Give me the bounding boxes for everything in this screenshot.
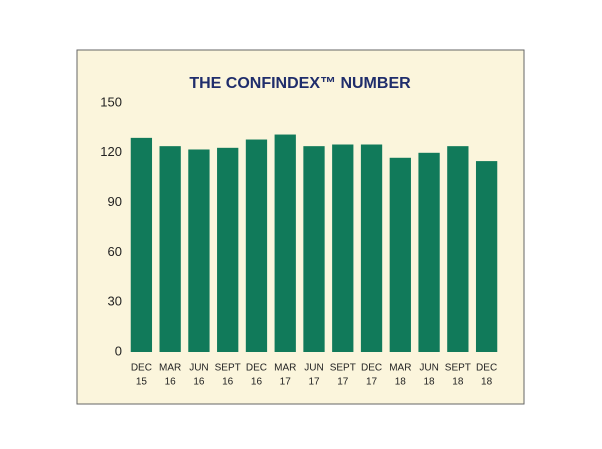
bar <box>188 149 210 352</box>
y-tick-label: 90 <box>108 194 122 209</box>
x-tick-label: 16 <box>251 377 263 388</box>
x-tick-label: 15 <box>136 377 148 388</box>
bar <box>475 161 498 352</box>
x-tick-label: 17 <box>366 377 378 388</box>
x-tick-label: JUN <box>189 363 208 374</box>
bar <box>418 152 440 352</box>
bar <box>447 146 469 352</box>
x-tick-label: DEC <box>476 363 497 374</box>
bar <box>389 157 411 352</box>
x-tick-label: SEPT <box>215 363 241 374</box>
bar <box>360 144 383 352</box>
x-tick-label: MAR <box>159 363 181 374</box>
x-tick-label: SEPT <box>330 363 356 374</box>
x-tick-label: SEPT <box>445 363 471 374</box>
y-tick-label: 150 <box>100 94 122 109</box>
bar <box>274 134 296 352</box>
x-tick-label: JUN <box>419 363 438 374</box>
bar <box>245 139 268 352</box>
x-tick-label: 18 <box>452 377 464 388</box>
x-tick-label: 17 <box>337 377 349 388</box>
x-tick-label: 17 <box>280 377 292 388</box>
bar <box>217 147 239 352</box>
x-tick-label: 18 <box>481 377 493 388</box>
x-tick-label: DEC <box>246 363 267 374</box>
x-tick-label: 17 <box>308 377 320 388</box>
y-tick-label: 30 <box>108 294 122 309</box>
x-tick-label: DEC <box>361 363 382 374</box>
x-tick-label: 18 <box>395 377 407 388</box>
bar <box>130 137 153 352</box>
y-tick-label: 120 <box>100 144 122 159</box>
bar <box>332 144 354 352</box>
x-tick-label: DEC <box>131 363 152 374</box>
chart-title: THE CONFINDEX™ NUMBER <box>189 75 411 92</box>
y-tick-label: 0 <box>115 343 122 358</box>
x-tick-label: MAR <box>389 363 411 374</box>
y-tick-label: 60 <box>108 244 122 259</box>
bar <box>159 146 181 352</box>
x-tick-label: 18 <box>424 377 436 388</box>
x-tick-label: 16 <box>222 377 234 388</box>
x-tick-label: 16 <box>193 377 205 388</box>
bar <box>303 146 325 352</box>
x-tick-label: MAR <box>274 363 296 374</box>
x-tick-label: 16 <box>165 377 177 388</box>
x-tick-label: JUN <box>304 363 323 374</box>
